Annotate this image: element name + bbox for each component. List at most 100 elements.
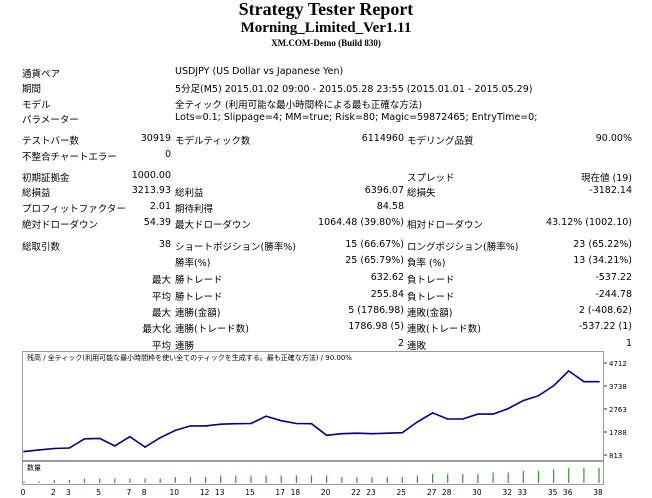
avg-cons-loss-value: 1 [625,338,632,349]
maxi-loss-label: 連敗(トレード数) [407,324,481,335]
max-cons-loss-label: 連敗(金額) [407,308,453,319]
short-label: ショートポジション(勝率%) [175,242,296,253]
balance-point [144,446,146,448]
balance-point [356,432,358,434]
balance-point [68,447,71,449]
balance-point [159,436,161,439]
balance-point [174,429,177,432]
win-pct-value: 25 (65.79%) [345,255,404,266]
balance-point [310,422,313,425]
x-tick-label: 15 [245,488,255,497]
long-value: 23 (65.22%) [573,239,632,250]
max-win-value: 632.62 [370,272,404,283]
balance-line [23,369,599,453]
maxi-loss-value: -537.22 (1) [578,321,632,332]
x-tick-label: 5 [96,488,101,497]
avg-label-2: 平均 [151,341,171,352]
max-label-2: 最大 [151,308,171,319]
x-tick-label: 32 [502,488,512,497]
total-loss-label: 総損失 [407,188,436,199]
balance-point [462,418,464,420]
params-value: Lots=0.1; Slippage=4; MM=true; Risk=80; … [175,112,538,123]
report-title: Strategy Tester Report [238,0,414,19]
total-profit-value: 6396.07 [364,185,404,196]
x-tick-label: 27 [427,488,437,497]
loss-pct-label: 負率 (%) [407,258,446,269]
x-tick-label: 30 [472,488,482,497]
model-value: 全ティック (利用可能な最小時間枠による最も正確な方法) [175,100,423,111]
maxi-label: 最大化 [142,324,171,335]
balance-chart-svg [23,369,600,453]
expected-label: 期待利得 [175,204,214,215]
max-cons-win-label: 連勝(金額) [175,308,221,319]
x-tick-label: 7 [127,488,132,497]
balance-chart: 残高 / 全ティック(利用可能な最小時間枠を使い全てのティックを生成する。最も正… [22,351,604,461]
balance-point [83,438,86,440]
x-axis: 0 2 3 5 7 8 10 12 13 15 17 18 20 22 23 25 27 28 30 32 33 35 36… [21,488,603,497]
spread-value: 現在値 (19) [580,173,632,184]
gross-profit-label: 総損益 [22,188,51,199]
server-name: XM.COM-Demo (Build 830) [271,38,381,48]
balance-point [552,385,555,387]
params-label: パラメーター [22,115,79,126]
x-tick-label: 17 [275,488,285,497]
avg-win-value: 255.84 [370,289,404,300]
balance-point [583,380,585,383]
loss-pct-value: 13 (34.21%) [573,255,632,266]
x-tick-label: 22 [351,488,361,497]
y-tick-label: 4712 [609,360,627,368]
symbol-label: 通貨ペア [22,69,61,80]
deposit-value: 1000.00 [131,170,171,181]
x-tick-label: 28 [442,488,452,497]
rel-dd-value: 43.12% (1002.10) [546,217,632,228]
x-tick-label: 13 [215,488,225,497]
x-tick-label: 2 [51,488,56,497]
balance-point [325,434,328,437]
errors-label: 不整合チャートエラー [22,152,117,163]
abs-dd-value: 54.39 [143,217,171,228]
avg-loss-label: 負トレード [407,292,455,303]
avg-win-label: 勝トレード [175,292,223,303]
quality-label: モデリング品質 [407,136,474,147]
avg-label-1: 平均 [151,292,171,303]
long-label: ロングポジション(勝率%) [407,242,519,253]
x-tick-label: 0 [21,488,26,497]
y-tick-label: 813 [609,452,622,460]
x-tick-label: 12 [200,488,210,497]
balance-point [522,399,525,402]
total-profit-label: 総利益 [175,188,204,199]
chart-caption: 残高 / 全ティック(利用可能な最小時間枠を使い全てのティックを生成する。最も正… [27,354,352,362]
short-value: 15 (66.67%) [345,239,404,250]
x-tick-label: 8 [142,488,147,497]
balance-point [416,421,419,423]
max-win-label: 勝トレード [175,275,223,286]
total-loss-value: -3182.14 [589,185,632,196]
avg-cons-win-value: 2 [397,338,404,349]
volume-chart-svg [23,468,600,483]
balance-point [537,394,540,397]
x-tick-label: 3 [66,488,71,497]
balance-point [235,422,237,425]
maxi-win-value: 1786.98 (5) [348,321,404,332]
trades-label: 総取引数 [22,242,61,253]
x-tick-label: 10 [170,488,180,497]
x-tick-label: 25 [397,488,407,497]
bars-label: テストバー数 [22,136,80,147]
balance-point [431,412,434,414]
expected-value: 84.58 [376,201,404,212]
spread-label: スプレッド [407,173,455,184]
ticks-label: モデルティック数 [175,136,251,147]
x-tick-label: 18 [291,488,301,497]
balance-point [129,435,131,438]
balance-point [280,419,283,422]
volume-chart: 数量 [22,461,604,485]
balance-point [598,380,600,383]
balance-point [446,418,449,420]
pf-value: 2.01 [149,201,171,212]
balance-point [250,422,252,425]
max-label-1: 最大 [151,275,171,286]
balance-point [265,415,267,417]
bars-value: 30919 [140,133,171,144]
max-dd-label: 最大ドローダウン [175,220,252,231]
balance-point [189,425,192,427]
